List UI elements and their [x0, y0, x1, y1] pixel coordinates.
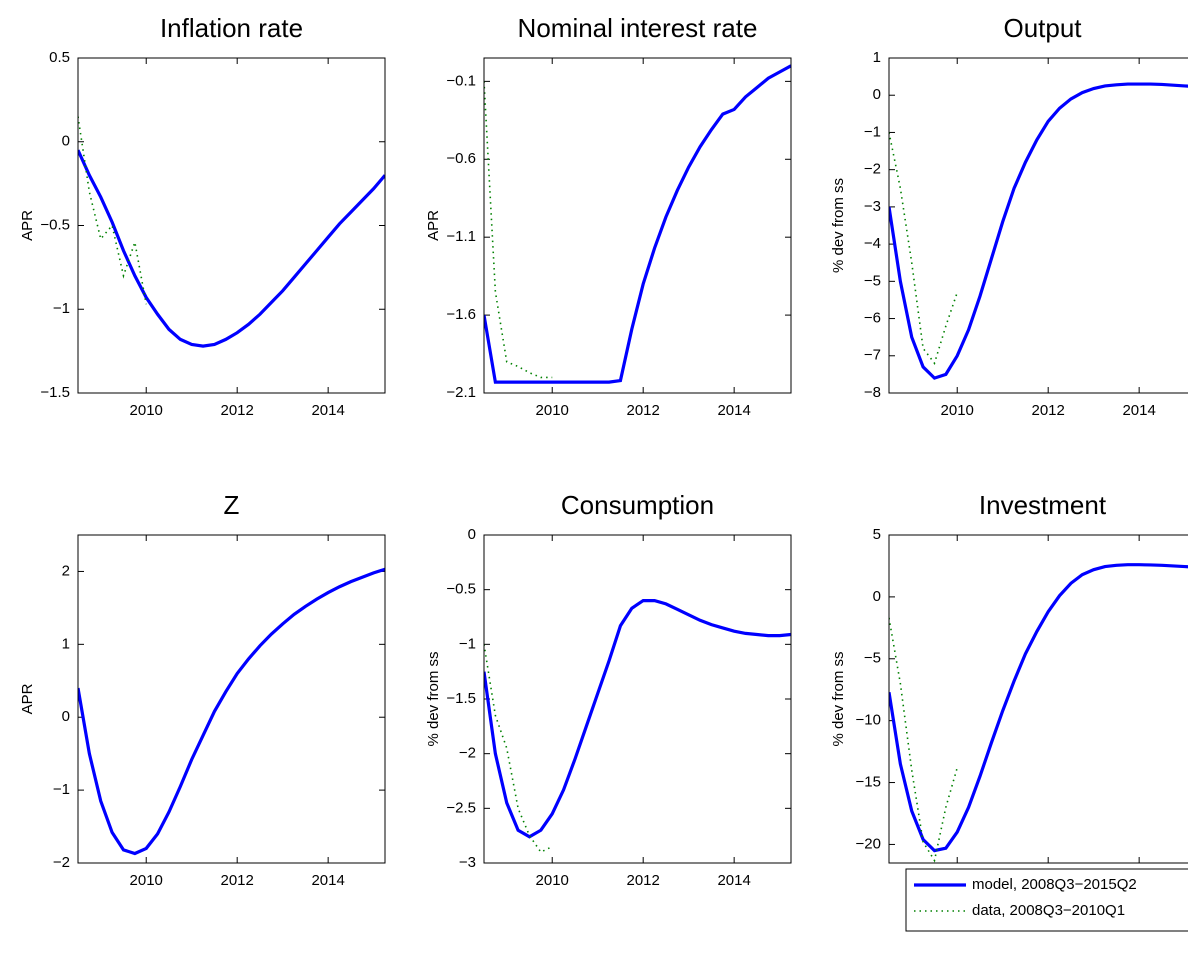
y-tick-label: −3 [459, 854, 476, 871]
y-tick-label: −0.1 [446, 72, 476, 89]
y-tick-label: −15 [856, 774, 881, 791]
legend-label: data, 2008Q3−2010Q1 [972, 902, 1125, 919]
y-tick-label: −1.6 [446, 306, 476, 323]
y-tick-label: −2.1 [446, 384, 476, 401]
legend: model, 2008Q3−2015Q2 data, 2008Q3−2010Q1 [905, 868, 1188, 932]
series-line [889, 132, 958, 365]
y-tick-label: −8 [864, 384, 881, 401]
legend-label: model, 2008Q3−2015Q2 [972, 876, 1137, 893]
y-tick-label: −0.6 [446, 150, 476, 167]
y-tick-label: −1.5 [446, 690, 476, 707]
subplot-title: Consumption [561, 490, 714, 520]
y-axis-label: % dev from ss [830, 178, 847, 273]
axes-box [483, 534, 792, 864]
x-tick-label: 2012 [220, 872, 253, 889]
y-tick-label: 5 [873, 526, 881, 543]
y-tick-label: 1 [62, 635, 70, 652]
axes-box [77, 57, 386, 394]
y-tick-label: −10 [856, 712, 881, 729]
series-line [484, 599, 791, 839]
y-tick-label: 1 [873, 49, 881, 66]
y-tick-label: −2 [53, 854, 70, 871]
x-tick-label: 2012 [220, 402, 253, 419]
series-line [78, 149, 385, 348]
y-tick-label: −6 [864, 310, 881, 327]
subplot: Nominal interest rate APR −2.1 −1.6 −1.1 −0.6… [425, 13, 792, 419]
legend-box [905, 868, 1188, 932]
y-tick-label: −1 [864, 123, 881, 140]
y-axis-label: APR [19, 210, 36, 241]
subplot-title: Output [1003, 13, 1082, 43]
y-tick-label: −20 [856, 835, 881, 852]
plot-area [889, 58, 1188, 393]
y-tick-label: 0 [62, 133, 70, 150]
x-tick-label: 2014 [717, 872, 750, 889]
series-line [889, 617, 958, 863]
series-line [484, 81, 553, 379]
subplot-title: Inflation rate [160, 13, 303, 43]
y-tick-label: −1 [459, 635, 476, 652]
y-tick-label: −1.1 [446, 228, 476, 245]
y-tick-label: −1 [53, 300, 70, 317]
y-axis-label: % dev from ss [830, 651, 847, 746]
plot-area [889, 535, 1188, 863]
subplot-title: Z [224, 490, 240, 520]
x-tick-label: 2014 [717, 402, 750, 419]
y-tick-label: −1.5 [40, 384, 70, 401]
x-tick-label: 2010 [941, 402, 974, 419]
plot-area [484, 535, 791, 863]
axes-box [77, 534, 386, 864]
y-tick-label: −4 [864, 235, 881, 252]
y-axis-label: APR [425, 210, 442, 241]
x-tick-label: 2010 [130, 872, 163, 889]
y-axis-label: % dev from ss [425, 651, 442, 746]
series-line [78, 567, 385, 856]
y-tick-label: 0 [873, 86, 881, 103]
y-axis-label: APR [19, 683, 36, 714]
y-tick-label: −1 [53, 781, 70, 798]
plot-area [78, 535, 385, 863]
x-tick-label: 2010 [536, 402, 569, 419]
y-tick-label: −3 [864, 198, 881, 215]
series-line [889, 563, 1188, 853]
subplot: Z APR −2 −1 0 1 2 2010 2012 2014 [19, 490, 386, 889]
x-tick-label: 2012 [626, 872, 659, 889]
y-tick-label: −7 [864, 347, 881, 364]
x-tick-label: 2014 [1122, 402, 1155, 419]
x-tick-label: 2014 [311, 402, 344, 419]
plot-area [484, 58, 791, 393]
subplot: Output % dev from ss −8 −7 −6 −5 −4 −3 −2 −1 0 1 201… [830, 13, 1188, 419]
y-tick-label: 0 [873, 588, 881, 605]
y-tick-label: −5 [864, 272, 881, 289]
y-tick-label: 0.5 [49, 49, 70, 66]
axes-box [888, 57, 1188, 394]
series-line [889, 82, 1188, 380]
axes-box [483, 57, 792, 394]
y-tick-label: −2 [459, 745, 476, 762]
axes-box [888, 534, 1188, 864]
x-tick-label: 2012 [626, 402, 659, 419]
y-tick-label: −2 [864, 161, 881, 178]
series-line [484, 64, 791, 384]
x-tick-label: 2010 [130, 402, 163, 419]
subplot: Investment% dev from ss−20−15−10−5052010… [830, 490, 1188, 889]
y-tick-label: −5 [864, 650, 881, 667]
x-tick-label: 2012 [1031, 402, 1064, 419]
subplot: Inflation rate APR −1.5 −1 −0.5 0 0.5 2010 2012 2… [19, 13, 386, 419]
series-line [484, 644, 553, 854]
y-tick-label: −0.5 [446, 581, 476, 598]
subplot-title: Investment [979, 490, 1107, 520]
y-tick-label: −0.5 [40, 216, 70, 233]
y-tick-label: 2 [62, 562, 70, 579]
x-tick-label: 2010 [536, 872, 569, 889]
x-tick-label: 2014 [311, 872, 344, 889]
y-tick-label: 0 [62, 708, 70, 725]
y-tick-label: −2.5 [446, 799, 476, 816]
subplot-title: Nominal interest rate [518, 13, 758, 43]
y-tick-label: 0 [468, 526, 476, 543]
subplot: Consumption % dev from ss −3 −2.5 −2 −1.5 −1 −0… [425, 490, 792, 889]
